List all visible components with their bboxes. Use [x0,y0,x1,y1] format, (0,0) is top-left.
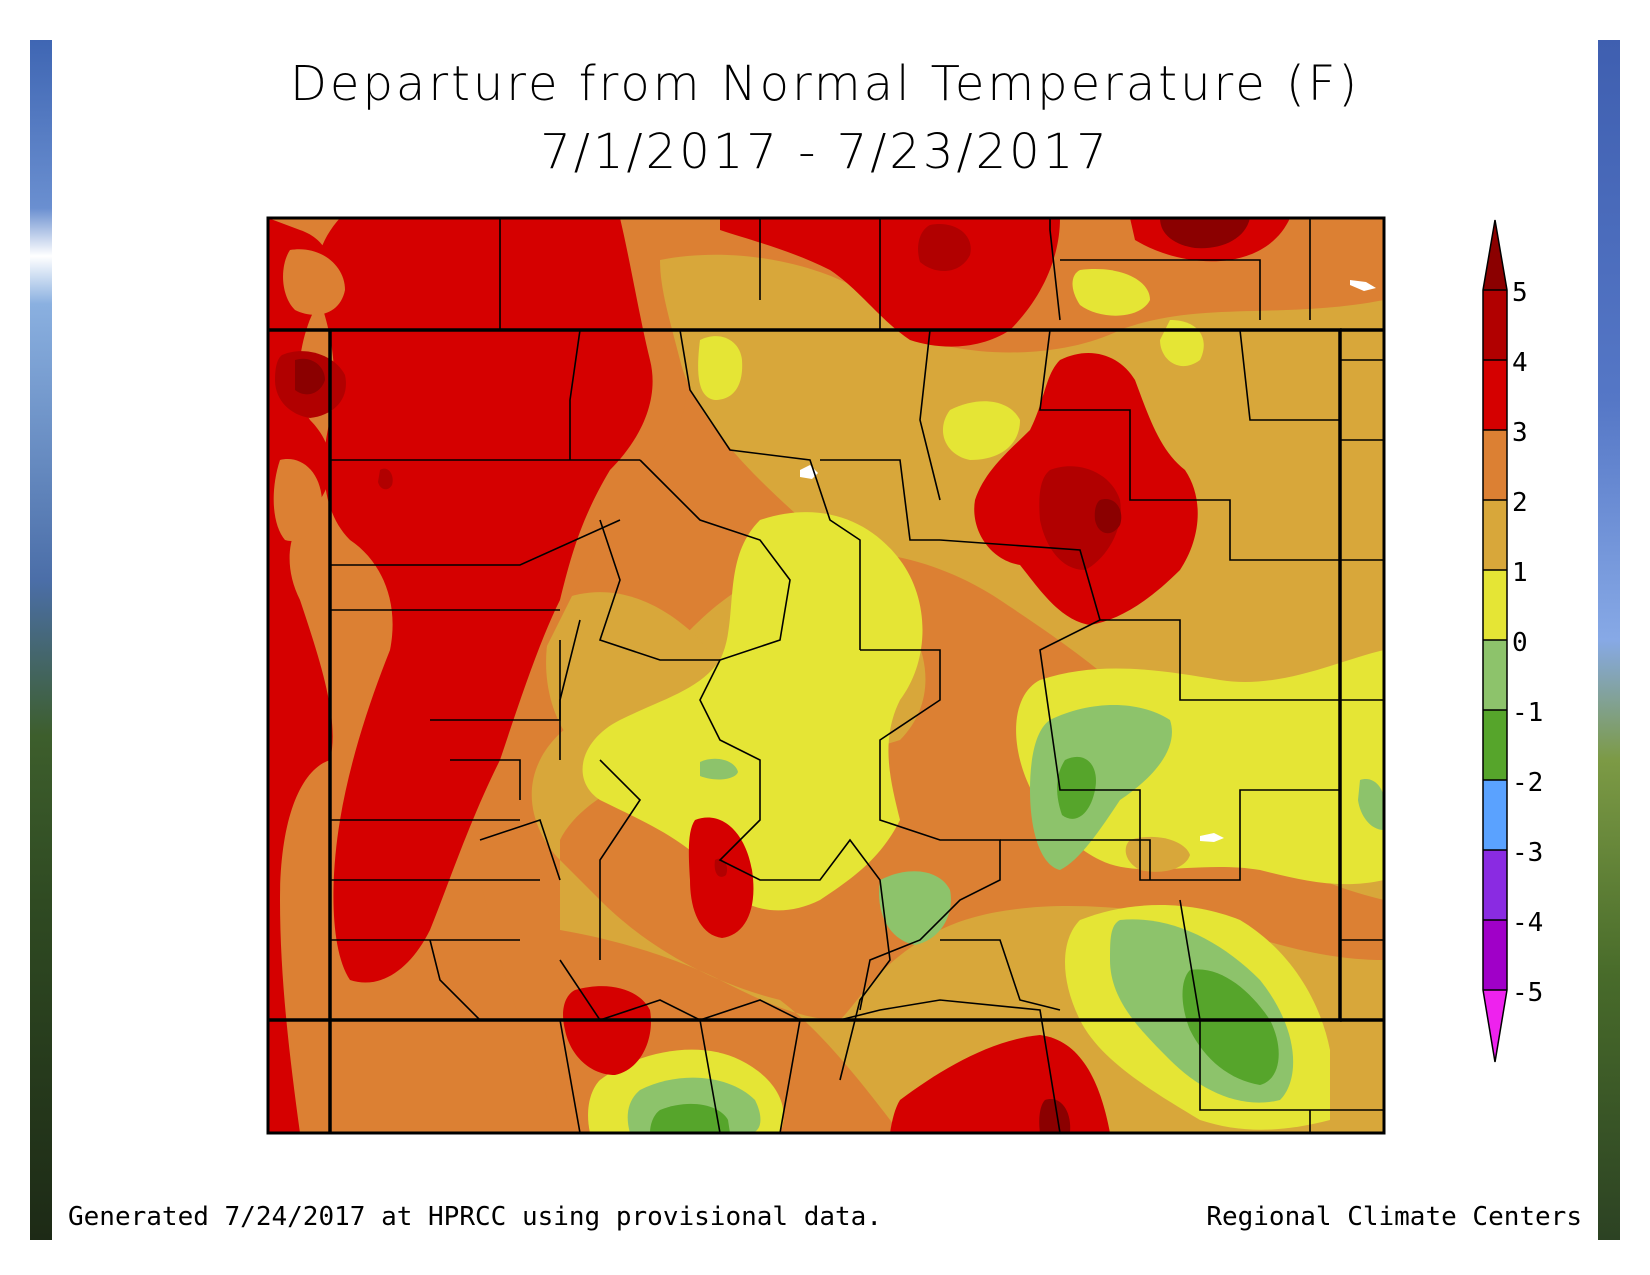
legend-tick-label: 4 [1512,348,1528,378]
map-title: Departure from Normal Temperature (F) [289,56,1361,112]
legend-bin-neg2to-1 [1483,710,1507,780]
legend-tick-label: -3 [1512,838,1544,868]
contour-neg1to0-east [1030,705,1172,870]
map-frame [266,216,1386,1135]
temperature-contours [268,218,1384,1133]
legend-bin-neg1to0 [1483,640,1507,710]
footer-generated-note: Generated 7/24/2017 at HPRCC using provi… [68,1202,882,1232]
contour-gt5-northedge [1160,218,1250,249]
legend-tick-label: -1 [1512,698,1544,728]
legend-colorbar [1482,219,1508,1063]
contour-0to1-north1 [698,336,743,400]
county-boundaries [329,218,1384,1134]
contour-3to4-northwest [316,218,653,983]
contour-2to3-westspot [273,459,322,541]
legend-tick-label: 3 [1512,418,1528,448]
legend-bin-neg4to-3 [1483,850,1507,920]
legend-tick-label: 0 [1512,628,1528,658]
contour-neg1to0-edge [1358,779,1384,830]
legend-tick-label: -5 [1512,978,1544,1008]
contour-0to1-north2 [942,401,1020,460]
footer-credit: Regional Climate Centers [1206,1202,1582,1232]
contour-4to5-north [918,224,971,272]
legend-bin-neg5to-4 [1483,920,1507,990]
contour-1to2-eastspot [1125,836,1190,872]
legend-bin-neg3to-2 [1483,780,1507,850]
contour-4to5-spot [378,468,393,490]
lake [1350,280,1376,291]
legend-bin-1to2 [1483,500,1507,570]
legend-tick-label: 5 [1512,278,1528,308]
contour-0to1-central [582,512,923,911]
legend-bin-2to3 [1483,430,1507,500]
state-borders [268,328,1384,1133]
legend-tick-label: 1 [1512,558,1528,588]
contour-gt5-northwest [295,358,325,395]
contour-gt5-south [1039,1099,1071,1133]
legend-bin-3to4 [1483,360,1507,430]
contour-0to1-north3 [1072,269,1150,316]
legend-bin-0to1 [1483,570,1507,640]
contour-2to3-nwspot [283,249,345,315]
contour-neg2to-1-south [650,1103,730,1133]
contour-3to4-central [688,817,754,938]
contour-4to5-spot2 [714,858,728,877]
lake [1200,833,1224,842]
legend-tick-label: 2 [1512,488,1528,518]
contour-neg1to0-spot [700,758,738,780]
contour-neg2to-1-southeast [1182,969,1279,1085]
contour-3to4-westedge [268,218,333,1133]
legend-tick-label: -4 [1512,908,1544,938]
background-photo-left [30,40,52,1240]
legend-bin-4to5 [1483,290,1507,360]
legend-tick-label: -2 [1512,768,1544,798]
map-date-range: 7/1/2017 - 7/23/2017 [540,124,1110,180]
contour-4to5-northeast [1039,466,1121,570]
contour-neg2to-1-east [1057,756,1096,819]
contour-3to4-south [563,986,651,1075]
legend-bin-above-5 [1483,220,1507,290]
contour-3to4-north [720,218,1060,347]
contour-gt5-northeast [1094,499,1122,534]
legend-bin-below-neg5 [1483,990,1507,1062]
background-photo-right [1598,40,1620,1240]
